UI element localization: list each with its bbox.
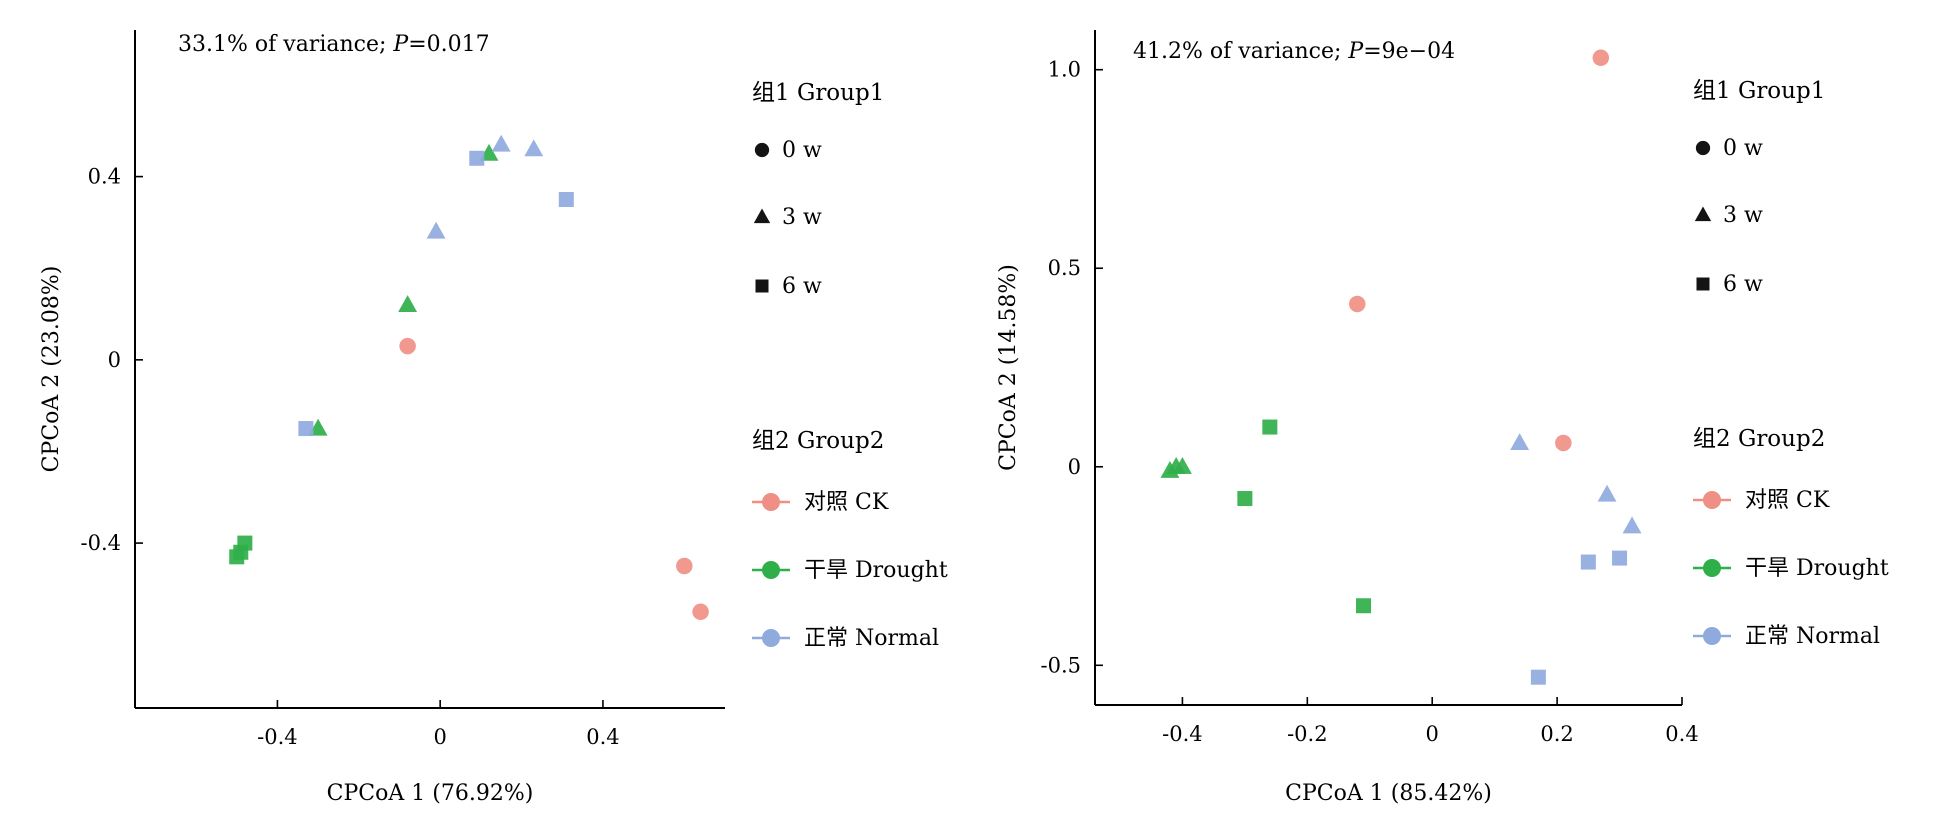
data-point xyxy=(1237,491,1253,507)
y-tick-label: 0.4 xyxy=(88,165,121,189)
legend-color-dot xyxy=(762,629,780,647)
x-tick-label: 0.2 xyxy=(1540,722,1573,746)
data-point xyxy=(1592,49,1610,67)
annotation-prefix: 33.1% of variance; xyxy=(178,32,393,57)
x-tick-label: 0.4 xyxy=(1665,722,1698,746)
y-tick-label: 0 xyxy=(108,348,121,372)
data-point xyxy=(491,134,511,152)
y-tick-label: -0.5 xyxy=(1041,653,1082,677)
data-point xyxy=(558,192,574,207)
legend-color-label: 对照 CK xyxy=(1745,488,1830,513)
legend-shape-label: 3 w xyxy=(1723,203,1763,228)
x-tick-label: 0 xyxy=(433,725,446,749)
annotation-prefix: 41.2% of variance; xyxy=(1133,39,1348,64)
legend-group1-title: 组1 Group1 xyxy=(1693,78,1825,104)
data-point xyxy=(1172,456,1192,474)
legend-shape-marker xyxy=(1694,206,1712,222)
legend-shape-marker xyxy=(754,142,770,158)
x-tick-label: -0.4 xyxy=(1162,722,1203,746)
y-axis-label: CPCoA 2 (23.08%) xyxy=(39,266,64,473)
data-point xyxy=(1530,669,1546,685)
legend-shape-marker xyxy=(753,208,771,224)
y-tick-label: 0 xyxy=(1068,455,1081,479)
data-point xyxy=(1597,484,1617,502)
left-scatter-panel: -0.4 0 0.4 -0.4 0 0.4 CPCoA 1 (76.92%) CPCoA 2 … xyxy=(39,30,948,806)
x-axis-label: CPCoA 1 (76.92%) xyxy=(327,781,534,806)
legend-color-label: 对照 CK xyxy=(804,490,889,515)
legend-color-label: 正常 Normal xyxy=(1745,624,1880,649)
legend-color-label: 干旱 Drought xyxy=(1745,556,1889,581)
data-point xyxy=(1622,516,1642,534)
x-axis-label: CPCoA 1 (85.42%) xyxy=(1285,781,1492,806)
x-tick-label: -0.2 xyxy=(1287,722,1328,746)
data-point xyxy=(676,557,693,575)
x-tick-label: -0.4 xyxy=(257,725,298,749)
variance-annotation: 33.1% of variance; P=0.017 xyxy=(178,32,490,57)
right-scatter-panel: -0.4 -0.2 0 0.2 0.4 -0.5 0 0.5 1.0 CPCoA 1 (85.42… xyxy=(996,30,1889,806)
legend-color-label: 干旱 Drought xyxy=(804,558,948,583)
data-point xyxy=(237,535,253,551)
data-point xyxy=(399,337,416,355)
data-point xyxy=(1555,434,1572,452)
annotation-p-value: =0.017 xyxy=(408,32,489,57)
legend-group2-title: 组2 Group2 xyxy=(1693,426,1825,452)
legend-shape-marker xyxy=(1695,140,1711,156)
legend-group2-title: 组2 Group2 xyxy=(752,428,884,454)
data-point xyxy=(298,421,314,437)
legend-shape-label: 6 w xyxy=(1723,272,1763,297)
data-point xyxy=(1580,554,1596,570)
data-point xyxy=(1349,295,1366,313)
variance-annotation: 41.2% of variance; P=9e−04 xyxy=(1133,39,1455,64)
legend-color-dot xyxy=(762,561,780,579)
y-tick-label: 1.0 xyxy=(1048,58,1081,82)
legend-color-dot xyxy=(1703,491,1721,509)
annotation-p-value: =9e−04 xyxy=(1363,39,1455,64)
data-point xyxy=(524,139,544,157)
y-tick-label: 0.5 xyxy=(1048,256,1081,280)
legend-shape-label: 0 w xyxy=(1723,136,1763,161)
data-point xyxy=(692,603,709,621)
legend-color-dot xyxy=(1703,559,1721,577)
data-point xyxy=(1356,598,1372,614)
data-point xyxy=(1510,433,1530,451)
legend-shape-marker xyxy=(1696,277,1710,291)
legend-color-dot xyxy=(1703,627,1721,645)
annotation-p-symbol: P xyxy=(1347,39,1364,64)
data-point xyxy=(1612,550,1628,566)
x-tick-label: 0 xyxy=(1426,722,1439,746)
legend-shape-label: 6 w xyxy=(782,274,822,299)
legend-color-label: 正常 Normal xyxy=(804,626,939,651)
data-point xyxy=(398,295,418,312)
y-axis-label: CPCoA 2 (14.58%) xyxy=(996,264,1021,471)
y-tick-label: -0.4 xyxy=(81,531,122,555)
annotation-p-symbol: P xyxy=(392,32,409,57)
legend-group1-title: 组1 Group1 xyxy=(752,80,884,106)
data-point xyxy=(469,150,485,166)
data-point xyxy=(426,221,446,239)
legend-shape-marker xyxy=(755,279,769,293)
legend-color-dot xyxy=(762,493,780,511)
x-tick-label: 0.4 xyxy=(586,725,619,749)
data-point xyxy=(1262,419,1278,435)
legend-shape-label: 0 w xyxy=(782,138,822,163)
legend-shape-label: 3 w xyxy=(782,205,822,230)
